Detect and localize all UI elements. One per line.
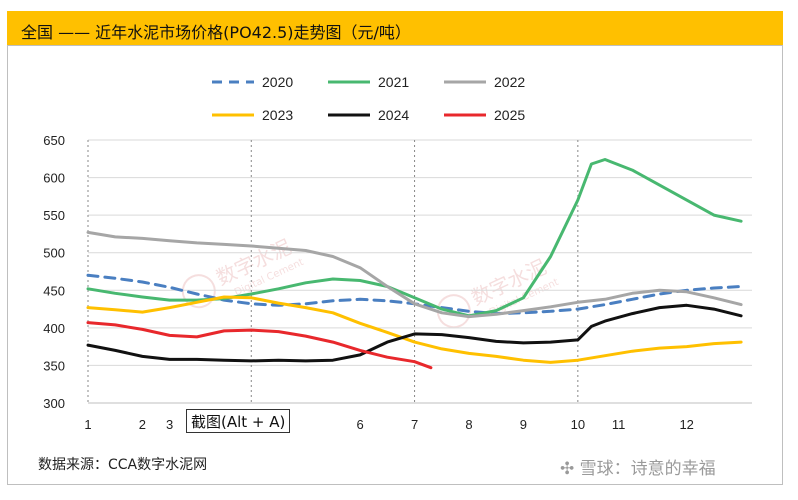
series-line-2025	[86, 321, 433, 370]
y-tick-label-300: 300	[43, 396, 65, 411]
x-tick-label-1: 1	[84, 417, 91, 432]
y-tick-label-550: 550	[43, 208, 65, 223]
legend-item-2023: 2023	[212, 107, 293, 123]
chart-frame	[7, 45, 783, 485]
legend-item-2020: 2020	[212, 74, 293, 90]
legend-label-2022: 2022	[494, 74, 525, 90]
screenshot-tooltip: 截图(Alt + A)	[186, 409, 291, 433]
legend-item-2022: 2022	[444, 74, 525, 90]
x-tick-label-12: 12	[679, 417, 693, 432]
footer-watermark-text: 雪球：诗意的幸福	[579, 459, 716, 479]
legend-label-2020: 2020	[262, 74, 293, 90]
y-tick-label-400: 400	[43, 321, 65, 336]
x-tick-label-9: 9	[520, 417, 527, 432]
y-tick-label-350: 350	[43, 358, 65, 373]
watermark-logo-icon	[436, 294, 471, 329]
data-source: 数据来源：CCA数字水泥网	[38, 457, 208, 473]
y-tick-label-500: 500	[43, 246, 65, 261]
title-bar: 全国 —— 近年水泥市场价格(PO42.5)走势图（元/吨）	[7, 11, 783, 45]
watermark-logo-icon	[181, 274, 216, 309]
legend-label-2023: 2023	[262, 107, 293, 123]
legend-item-2024: 2024	[328, 107, 409, 123]
y-tick-label-600: 600	[43, 171, 65, 186]
x-tick-label-10: 10	[571, 417, 585, 432]
legend-label-2021: 2021	[378, 74, 409, 90]
snowball-icon: ✣	[560, 459, 575, 479]
x-tick-label-8: 8	[465, 417, 472, 432]
series-line-2022	[86, 230, 743, 319]
series-line-2021	[86, 158, 743, 318]
footer-watermark: ✣ 雪球：诗意的幸福	[560, 454, 716, 479]
x-tick-label-6: 6	[357, 417, 364, 432]
legend-item-2021: 2021	[328, 74, 409, 90]
y-tick-label-650: 650	[43, 133, 65, 148]
x-tick-label-2: 2	[139, 417, 146, 432]
legend-label-2024: 2024	[378, 107, 409, 123]
y-tick-label-450: 450	[43, 283, 65, 298]
series-line-2024	[86, 303, 743, 363]
legend-item-2025: 2025	[444, 107, 525, 123]
chart-title: 全国 —— 近年水泥市场价格(PO42.5)走势图（元/吨）	[21, 23, 411, 42]
legend-label-2025: 2025	[494, 107, 525, 123]
x-tick-label-11: 11	[612, 417, 626, 432]
series-line-2023	[86, 295, 743, 364]
x-tick-label-7: 7	[411, 417, 418, 432]
x-tick-label-3: 3	[166, 417, 173, 432]
